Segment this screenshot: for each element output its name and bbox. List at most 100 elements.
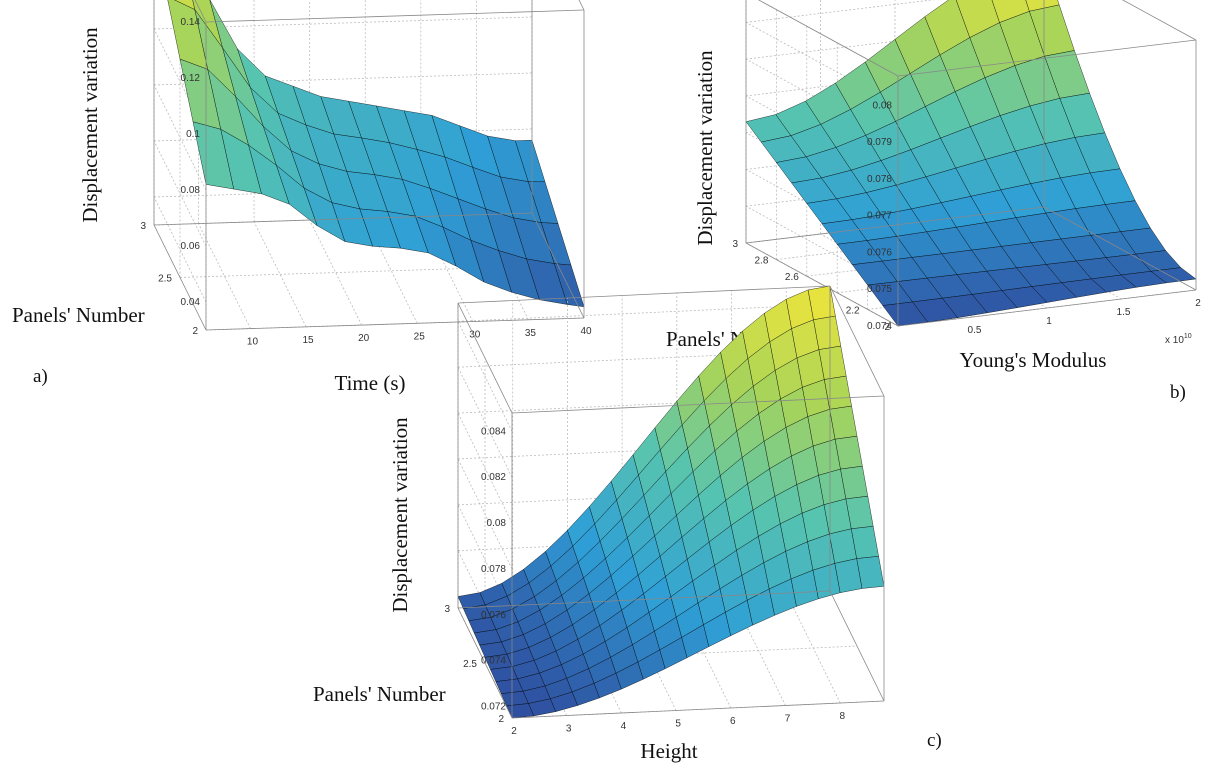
z-tick-label: 0.14 xyxy=(181,17,201,28)
panel-b-surface xyxy=(745,0,1197,327)
x-tick-label: 15 xyxy=(302,335,314,346)
y-tick-label: 2 xyxy=(192,326,198,337)
box-edge xyxy=(457,590,831,609)
grid-line xyxy=(153,196,207,303)
z-tick-label: 0.076 xyxy=(867,247,892,258)
chart-panel-a: 0.04 0.06 0.08 0.1 0.12 0.14 10 15 20 25 30 35 40 2 2.… xyxy=(12,0,592,395)
z-tick-label: 0.079 xyxy=(867,137,892,148)
x-tick-label: 8 xyxy=(839,711,845,722)
grid-line xyxy=(153,16,533,30)
y-tick-label: 2.6 xyxy=(785,272,799,283)
x-tick-label: 1 xyxy=(1046,316,1052,327)
z-tick-label: 0.074 xyxy=(481,656,506,667)
panel-c-surface xyxy=(457,285,885,719)
y-tick-label: 3 xyxy=(444,604,450,615)
box-edge xyxy=(531,212,585,319)
panel-c-ticks: 0.072 0.074 0.076 0.078 0.08 0.082 0.084 2 3 4 5 6 7… xyxy=(444,426,845,737)
y-tick-label: 2.2 xyxy=(846,305,860,316)
z-tick-label: 0.12 xyxy=(181,73,201,84)
z-tick-label: 0.08 xyxy=(181,185,201,196)
x-tick-label: 1.5 xyxy=(1117,307,1131,318)
y-tick-label: 2 xyxy=(498,714,504,725)
box-edge xyxy=(897,39,1197,77)
z-tick-label: 0.078 xyxy=(481,564,506,575)
panel-c-box xyxy=(457,285,885,719)
x-tick-label: 20 xyxy=(358,333,370,344)
panel-c-ylabel: Panels' Number xyxy=(313,682,446,706)
box-edge xyxy=(578,0,585,11)
x-tick-label: 2 xyxy=(511,726,517,737)
panel-b-label: b) xyxy=(1170,382,1186,403)
x-tick-label: 7 xyxy=(785,714,791,725)
panel-b-xlabel: Young's Modulus xyxy=(960,348,1107,372)
y-tick-label: 2 xyxy=(884,322,890,333)
grid-line xyxy=(153,28,207,135)
panel-a-ticks: 0.04 0.06 0.08 0.1 0.12 0.14 10 15 20 25 30 35 40 2 2.… xyxy=(140,17,592,348)
x-tick-label: 6 xyxy=(730,716,736,727)
panel-b-box xyxy=(745,0,1197,327)
panel-a-xlabel: Time (s) xyxy=(335,371,406,395)
box-edge xyxy=(457,302,513,414)
box-edge xyxy=(1043,206,1197,291)
z-tick-label: 0.08 xyxy=(873,100,893,111)
box-edge xyxy=(1121,0,1197,41)
box-edge xyxy=(829,285,885,397)
z-tick-label: 0.04 xyxy=(181,297,201,308)
grid-line xyxy=(676,597,732,709)
chart-panel-b: 0.074 0.075 0.076 0.077 0.078 0.079 0.08 0.5 1 1.… xyxy=(666,0,1201,372)
box-edge xyxy=(153,212,533,226)
box-edge xyxy=(757,0,899,77)
z-tick-label: 0.08 xyxy=(487,518,507,529)
z-tick-label: 0.084 xyxy=(481,426,506,437)
box-edge xyxy=(457,607,513,719)
box-edge xyxy=(511,700,885,719)
box-edge xyxy=(194,0,207,23)
grid-line xyxy=(253,221,307,328)
z-tick-label: 0.078 xyxy=(867,174,892,185)
grid-line xyxy=(457,321,513,432)
z-tick-label: 0.075 xyxy=(867,284,892,295)
x-tick-label: 25 xyxy=(414,331,426,342)
panel-a-ylabel: Panels' Number xyxy=(12,303,145,327)
x-tick-label: 2 xyxy=(1195,298,1201,309)
panel-c-xlabel: Height xyxy=(640,739,697,763)
x-tick-label: 30 xyxy=(469,330,481,341)
grid-line xyxy=(179,265,559,278)
x-tick-label: 10 xyxy=(247,337,259,348)
grid-line xyxy=(153,84,207,191)
y-tick-label: 2.5 xyxy=(463,659,477,670)
box-edge xyxy=(205,9,585,23)
box-edge xyxy=(745,206,1045,244)
z-tick-label: 0.076 xyxy=(481,610,506,621)
x-tick-label: 3 xyxy=(566,724,572,735)
box-edge xyxy=(457,285,831,304)
z-tick-label: 0.077 xyxy=(867,211,892,222)
grid-line xyxy=(309,219,363,326)
z-tick-label: 0.074 xyxy=(867,321,892,332)
z-tick-label: 0.1 xyxy=(186,129,200,140)
grid-line xyxy=(198,223,251,329)
y-tick-label: 2.5 xyxy=(158,274,172,285)
z-tick-label: 0.072 xyxy=(481,702,506,713)
y-tick-label: 2.8 xyxy=(754,256,768,267)
y-tick-label: 3 xyxy=(732,239,738,250)
grid-line xyxy=(457,412,513,524)
x-tick-label: 5 xyxy=(675,719,681,730)
x-tick-label: 35 xyxy=(525,328,537,339)
x-tick-label: 0.5 xyxy=(968,325,982,336)
panel-a-zlabel: Displacement variation xyxy=(78,27,102,223)
z-tick-label: 0.082 xyxy=(481,472,506,483)
x-tick-label: 4 xyxy=(621,721,627,732)
box-edge xyxy=(511,395,885,414)
grid-line xyxy=(153,140,207,247)
grid-line xyxy=(153,72,533,86)
panel-a-box xyxy=(153,0,585,331)
chart-panel-c: 0.072 0.074 0.076 0.078 0.08 0.082 0.084 2 3 4 5 6 7… xyxy=(313,285,885,763)
z-tick-label: 0.06 xyxy=(181,241,201,252)
panel-b-xscale: x 1010 xyxy=(1165,333,1192,346)
box-edge xyxy=(153,224,207,331)
panel-a-label: a) xyxy=(33,366,48,387)
box-edge xyxy=(745,242,899,327)
surface-patch xyxy=(856,556,885,589)
